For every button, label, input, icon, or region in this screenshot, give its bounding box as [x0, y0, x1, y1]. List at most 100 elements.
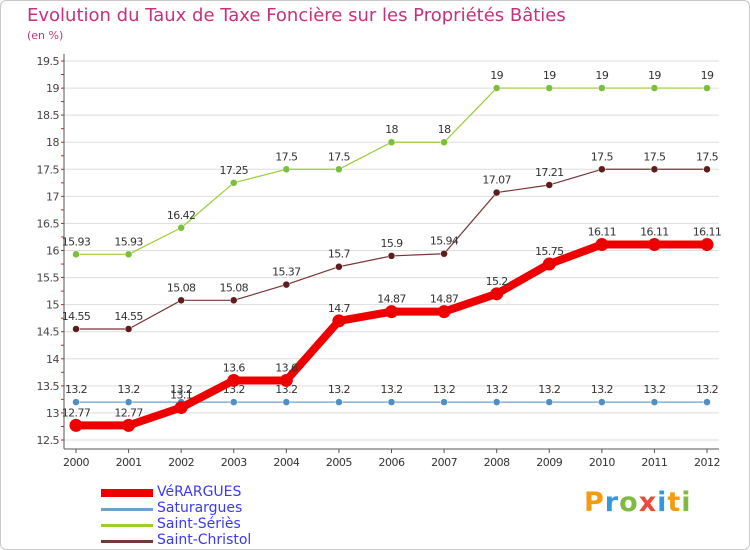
x-tick-label: 2011 — [641, 456, 667, 469]
x-tick-label: 2006 — [379, 456, 405, 469]
legend-label: Saint-Christol — [157, 532, 252, 548]
data-point — [703, 398, 711, 406]
data-label: 16.42 — [167, 209, 196, 222]
data-point — [542, 257, 556, 271]
data-label: 16.11 — [693, 226, 722, 239]
data-point — [72, 325, 80, 333]
y-tick-label: 13 — [46, 407, 59, 420]
logo-letter: o — [619, 487, 639, 518]
data-point — [227, 373, 241, 387]
data-label: 15.08 — [220, 281, 249, 294]
y-tick-label: 13.5 — [37, 380, 60, 393]
data-point — [440, 249, 448, 258]
data-point — [545, 398, 553, 406]
data-label: 19 — [543, 69, 556, 82]
data-label: 19 — [490, 69, 503, 82]
data-point — [72, 250, 80, 259]
data-point — [332, 314, 346, 328]
logo-letter: i — [681, 487, 692, 518]
data-point — [650, 84, 659, 92]
data-label: 13.2 — [118, 383, 140, 396]
data-label: 14.87 — [430, 293, 459, 306]
data-label: 17.5 — [696, 150, 719, 163]
data-label: 13.2 — [591, 383, 613, 396]
data-point — [177, 224, 185, 232]
data-label: 13.6 — [275, 361, 298, 374]
logo-letter: r — [604, 487, 620, 518]
data-point — [647, 238, 661, 252]
data-label: 12.77 — [62, 406, 91, 419]
data-label: 13.2 — [328, 383, 350, 396]
data-point — [385, 305, 398, 319]
data-label: 18 — [385, 123, 398, 136]
data-label: 13.2 — [433, 383, 455, 396]
y-tick-label: 12.5 — [37, 434, 60, 447]
proxiti-logo: Proxiti — [584, 487, 692, 518]
data-label: 13.2 — [643, 383, 665, 396]
data-point — [545, 84, 553, 92]
data-label: 13.1 — [170, 389, 192, 402]
data-label: 17.07 — [482, 174, 511, 187]
data-label: 13.2 — [65, 383, 87, 396]
data-label: 17.5 — [643, 150, 666, 163]
x-tick-label: 2007 — [431, 456, 457, 469]
legend-swatch — [101, 489, 153, 497]
data-label: 16.11 — [588, 226, 617, 239]
y-tick-label: 18.5 — [37, 109, 60, 122]
data-point — [387, 398, 396, 406]
x-tick-label: 2004 — [273, 456, 299, 469]
x-tick-label: 2012 — [694, 456, 720, 469]
x-tick-label: 2005 — [326, 456, 352, 469]
data-label: 17.5 — [328, 150, 351, 163]
data-point — [230, 296, 238, 305]
y-tick-label: 18 — [46, 136, 59, 149]
data-point — [124, 398, 133, 406]
data-point — [440, 138, 448, 146]
data-point — [335, 262, 343, 271]
data-label: 13.2 — [696, 383, 718, 396]
data-point — [72, 398, 80, 406]
x-tick-label: 2002 — [168, 456, 194, 469]
logo-letter: x — [638, 487, 658, 518]
data-label: 16.11 — [640, 226, 669, 239]
data-label: 13.2 — [170, 383, 192, 396]
data-label: 15.2 — [486, 275, 508, 288]
data-label: 19 — [701, 69, 714, 82]
x-tick-label: 2000 — [63, 456, 89, 469]
data-point — [230, 398, 238, 406]
y-tick-label: 14 — [46, 353, 59, 366]
data-point — [124, 325, 133, 333]
y-tick-label: 17.5 — [37, 163, 60, 176]
x-tick-label: 2009 — [536, 456, 562, 469]
data-label: 17.25 — [220, 164, 249, 177]
data-label: 13.2 — [538, 383, 560, 396]
data-point — [700, 238, 714, 252]
data-point — [650, 165, 659, 174]
data-point — [437, 305, 451, 319]
data-point — [595, 238, 609, 252]
y-tick-label: 15 — [46, 299, 59, 312]
data-label: 13.6 — [223, 361, 246, 374]
data-label: 17.5 — [275, 150, 298, 163]
data-point — [650, 398, 659, 406]
data-point — [282, 280, 291, 289]
y-tick-label: 19.5 — [37, 55, 60, 68]
y-tick-label: 15.5 — [37, 272, 60, 285]
y-tick-label: 16.5 — [37, 217, 60, 230]
logo-letter: i — [657, 487, 668, 518]
data-point — [703, 165, 711, 174]
data-point — [279, 373, 293, 387]
data-point — [230, 179, 238, 187]
data-point — [69, 418, 83, 432]
data-label: 15.37 — [272, 266, 301, 279]
x-tick-label: 2003 — [221, 456, 247, 469]
data-point — [387, 252, 396, 260]
data-label: 13.2 — [486, 383, 508, 396]
data-label: 17.21 — [535, 166, 564, 179]
data-point — [282, 165, 291, 174]
data-label: 12.77 — [114, 406, 143, 419]
data-point — [492, 84, 501, 92]
y-tick-label: 19 — [46, 82, 59, 95]
data-point — [598, 84, 606, 92]
data-label: 15.94 — [430, 235, 459, 248]
